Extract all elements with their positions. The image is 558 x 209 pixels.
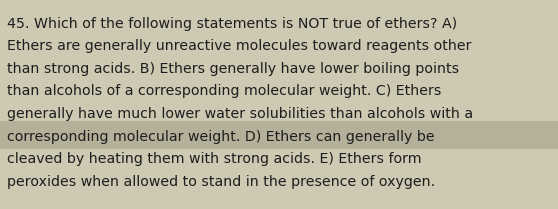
Text: peroxides when allowed to stand in the presence of oxygen.: peroxides when allowed to stand in the p… bbox=[7, 175, 435, 189]
Text: than strong acids. B) Ethers generally have lower boiling points: than strong acids. B) Ethers generally h… bbox=[7, 62, 459, 76]
Text: than alcohols of a corresponding molecular weight. C) Ethers: than alcohols of a corresponding molecul… bbox=[7, 84, 441, 98]
Text: corresponding molecular weight. D) Ethers can generally be: corresponding molecular weight. D) Ether… bbox=[7, 130, 434, 144]
Text: 45. Which of the following statements is NOT true of ethers? A): 45. Which of the following statements is… bbox=[7, 17, 457, 31]
Text: cleaved by heating them with strong acids. E) Ethers form: cleaved by heating them with strong acid… bbox=[7, 152, 421, 166]
Text: Ethers are generally unreactive molecules toward reagents other: Ethers are generally unreactive molecule… bbox=[7, 39, 471, 53]
Text: generally have much lower water solubilities than alcohols with a: generally have much lower water solubili… bbox=[7, 107, 473, 121]
FancyBboxPatch shape bbox=[0, 121, 558, 149]
